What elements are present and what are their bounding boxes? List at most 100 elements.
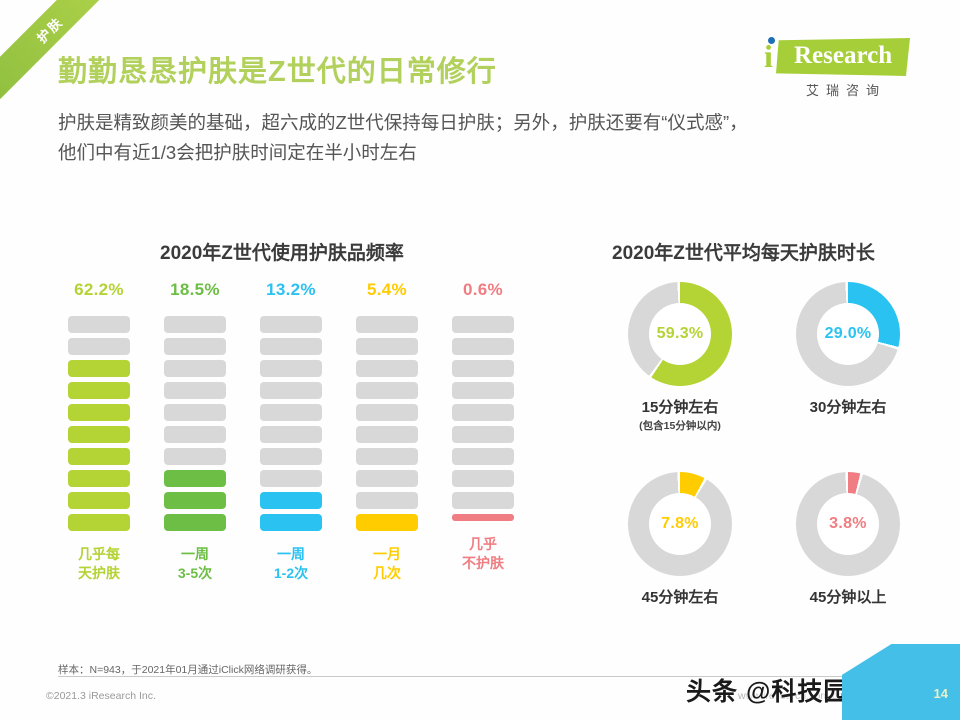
- donut-ring: 3.8%: [796, 472, 900, 576]
- donut-ring: 29.0%: [796, 282, 900, 386]
- bar-column: 0.6% 几乎不护肤: [442, 280, 524, 573]
- donut-cell: 7.8% 45分钟左右: [600, 472, 760, 607]
- bar-segment-empty: [260, 404, 322, 421]
- donut-category-label: 15分钟左右: [641, 399, 719, 416]
- iresearch-logo: i Research 艾瑞咨询: [754, 36, 914, 100]
- bar-segment-empty: [356, 404, 418, 421]
- bar-segment-empty: [452, 316, 514, 333]
- bar-segment-empty: [260, 426, 322, 443]
- bar-segment-empty: [164, 382, 226, 399]
- copyright-text: ©2021.3 iResearch Inc.: [46, 690, 156, 702]
- bar-segment-empty: [260, 448, 322, 465]
- logo-dot-icon: [768, 37, 775, 44]
- bar-segment-empty: [452, 382, 514, 399]
- donut-hole: 7.8%: [649, 493, 711, 555]
- bar-segment-filled: [260, 492, 322, 509]
- bar-segment-filled: [452, 514, 514, 521]
- donut-ring: 59.3%: [628, 282, 732, 386]
- bar-category-label-line2: 不护肤: [462, 555, 504, 571]
- bar-segment-stack: [154, 316, 236, 531]
- bar-segment-empty: [356, 448, 418, 465]
- donut-chart-group: 59.3% 15分钟左右 (包含15分钟以内) 29.0% 30分钟左右 7.8% 45分钟…: [600, 282, 940, 632]
- bar-segment-empty: [356, 492, 418, 509]
- bar-segment-filled: [68, 360, 130, 377]
- logo-parallelogram: [776, 38, 910, 76]
- bar-segment-empty: [452, 448, 514, 465]
- bar-segment-empty: [260, 382, 322, 399]
- bar-category-label: 几乎 不护肤: [442, 535, 524, 573]
- bar-segment-filled: [356, 514, 418, 531]
- donut-value-label: 7.8%: [661, 515, 699, 532]
- bar-category-label-line1: 一周: [277, 546, 305, 562]
- bar-chart-title: 2020年Z世代使用护肤品频率: [160, 243, 404, 264]
- bar-segment-empty: [356, 338, 418, 355]
- bar-value-label: 13.2%: [266, 280, 316, 299]
- bar-segment-empty: [356, 470, 418, 487]
- bar-segment-filled: [68, 514, 130, 531]
- donut-category-label: 45分钟左右: [641, 589, 719, 606]
- bar-segment-filled: [164, 492, 226, 509]
- bar-segment-empty: [452, 338, 514, 355]
- bar-column: 62.2% 几乎每天护肤: [58, 280, 140, 583]
- footer-divider: [58, 676, 903, 677]
- bar-column: 18.5% 一周 3-5次: [154, 280, 236, 583]
- page-title: 勤勤恳恳护肤是Z世代的日常修行: [58, 56, 497, 88]
- donut-hole: 59.3%: [649, 303, 711, 365]
- page-number: 14: [933, 686, 948, 701]
- bar-segment-empty: [356, 360, 418, 377]
- bar-category-label: 几乎每 天护肤: [58, 545, 140, 583]
- donut-chart-title: 2020年Z世代平均每天护肤时长: [612, 243, 875, 264]
- bar-column: 13.2% 一周 1-2次: [250, 280, 332, 583]
- donut-value-label: 29.0%: [824, 325, 872, 342]
- bar-segment-empty: [260, 338, 322, 355]
- donut-category-label: 45分钟以上: [809, 589, 887, 606]
- bar-segment-filled: [68, 404, 130, 421]
- bar-segment-filled: [68, 448, 130, 465]
- bar-category-label-line1: 几乎每: [78, 546, 120, 562]
- bar-segment-empty: [164, 316, 226, 333]
- bar-segment-empty: [452, 426, 514, 443]
- bar-segment-empty: [452, 404, 514, 421]
- bar-segment-empty: [260, 360, 322, 377]
- bar-category-label-line2: 1-2次: [273, 565, 309, 581]
- bar-segment-empty: [164, 426, 226, 443]
- bar-segment-empty: [356, 316, 418, 333]
- donut-cell: 3.8% 45分钟以上: [768, 472, 928, 607]
- donut-hole: 29.0%: [817, 303, 879, 365]
- bar-segment-filled: [68, 382, 130, 399]
- donut-ring: 7.8%: [628, 472, 732, 576]
- bar-category-label-line2: 天护肤: [78, 565, 120, 581]
- bar-category-label-line2: 几次: [373, 565, 401, 581]
- donut-category-sublabel: (包含15分钟以内): [639, 420, 721, 432]
- bar-segment-filled: [164, 514, 226, 531]
- bar-segment-empty: [452, 470, 514, 487]
- bar-segment-filled: [260, 514, 322, 531]
- bar-segment-empty: [260, 470, 322, 487]
- bar-segment-stack: [346, 316, 428, 531]
- corner-decoration: [842, 644, 960, 720]
- bar-segment-empty: [164, 404, 226, 421]
- bar-category-label: 一月 几次: [346, 545, 428, 583]
- bar-segment-empty: [68, 338, 130, 355]
- bar-category-label-line1: 几乎: [469, 536, 497, 552]
- bar-category-label-line1: 一月: [373, 546, 401, 562]
- logo-letter-i: i: [764, 38, 773, 74]
- bar-segment-empty: [164, 448, 226, 465]
- logo-chinese-name: 艾瑞咨询: [805, 83, 886, 98]
- bar-segment-filled: [68, 470, 130, 487]
- bar-segment-filled: [68, 426, 130, 443]
- bar-value-label: 62.2%: [74, 280, 124, 299]
- bar-column: 5.4% 一月 几次: [346, 280, 428, 583]
- bar-chart: 62.2% 几乎每 天护肤 18.5% 一周 3-5次 13.2% 一周 1-2次 5.4% 一月几…: [58, 280, 538, 630]
- bar-category-label: 一周 3-5次: [154, 545, 236, 583]
- donut-cell: 29.0% 30分钟左右: [768, 282, 928, 417]
- bar-segment-filled: [164, 470, 226, 487]
- logo-mark: i Research: [754, 36, 912, 78]
- bar-segment-empty: [260, 316, 322, 333]
- sample-note: 样本：N=943，于2021年01月通过iClick网络调研获得。: [58, 664, 318, 676]
- donut-hole: 3.8%: [817, 493, 879, 555]
- bar-value-label: 0.6%: [463, 280, 503, 299]
- page-subtitle: 护肤是精致颜美的基础，超六成的Z世代保持每日护肤；另外，护肤还要有“仪式感”，他…: [58, 112, 748, 163]
- bar-segment-empty: [452, 492, 514, 509]
